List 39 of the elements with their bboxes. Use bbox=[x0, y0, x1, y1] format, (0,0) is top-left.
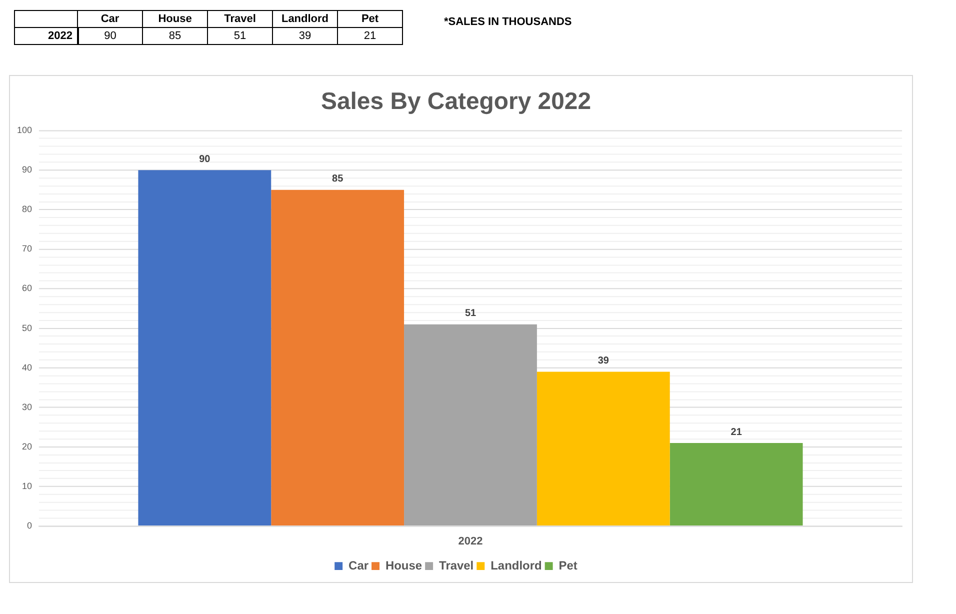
category-label: House bbox=[142, 10, 208, 28]
y-tick-label: 20 bbox=[22, 441, 32, 452]
text: 21 bbox=[364, 30, 376, 42]
category-label: Landlord bbox=[272, 10, 338, 28]
data-label: 39 bbox=[598, 356, 610, 367]
legend-label: Travel bbox=[439, 558, 474, 572]
text: 39 bbox=[298, 30, 312, 42]
bar bbox=[404, 324, 537, 526]
data-label: 51 bbox=[464, 308, 476, 320]
data-label: 21 bbox=[730, 426, 742, 438]
category-label: Travel bbox=[208, 10, 272, 28]
bar bbox=[670, 442, 803, 526]
y-tick-label: 0 bbox=[26, 520, 32, 530]
legend-label: Landlord bbox=[490, 558, 542, 572]
y-tick-label: 40 bbox=[22, 362, 32, 372]
y-tick-label: 80 bbox=[22, 204, 32, 214]
text: *SALES IN THOUSANDS bbox=[444, 16, 572, 28]
text: 85 bbox=[168, 30, 182, 42]
y-tick-label: 70 bbox=[22, 244, 32, 254]
legend-label: Car bbox=[348, 558, 369, 572]
y-tick-label: 10 bbox=[22, 480, 32, 491]
category-label: Car bbox=[78, 10, 142, 28]
text: 51 bbox=[234, 30, 246, 42]
bar bbox=[271, 190, 404, 526]
y-tick-label: 30 bbox=[22, 402, 32, 412]
legend-label: House bbox=[385, 558, 422, 572]
y-tick-label: 100 bbox=[16, 125, 32, 136]
category-label: 2022 bbox=[48, 30, 72, 42]
legend-label: Pet bbox=[558, 558, 578, 572]
y-tick-label: 90 bbox=[22, 164, 32, 175]
chart-title: Sales By Category 2022 bbox=[321, 88, 592, 115]
y-tick-label: 50 bbox=[22, 322, 32, 333]
text: 90 bbox=[104, 30, 116, 42]
bar bbox=[138, 170, 272, 526]
bar bbox=[536, 372, 670, 526]
data-label: 90 bbox=[199, 154, 211, 165]
y-tick-label: 60 bbox=[22, 283, 32, 294]
category-label: Pet bbox=[338, 10, 402, 28]
data-label: 85 bbox=[332, 174, 344, 185]
